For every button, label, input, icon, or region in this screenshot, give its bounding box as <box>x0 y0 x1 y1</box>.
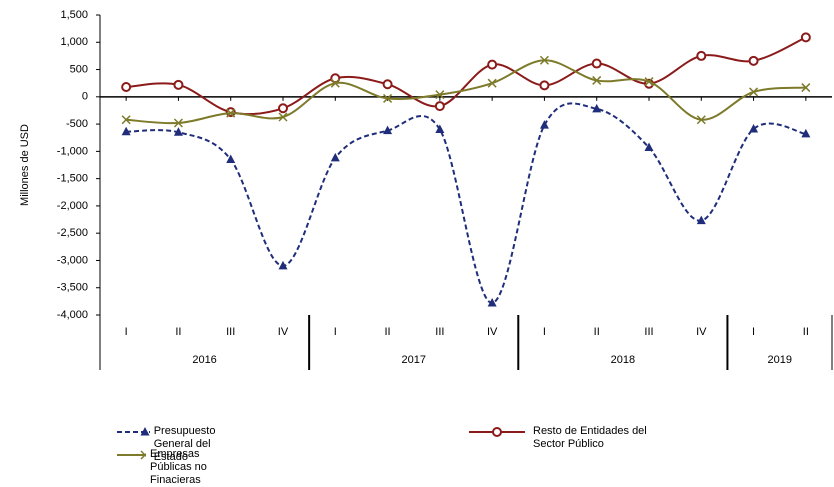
y-tick-label: 1,000 <box>60 36 88 48</box>
marker <box>278 112 288 122</box>
x-tick-label: III <box>644 326 653 338</box>
marker <box>434 101 445 112</box>
legend-label: Presupuesto General del Estado <box>153 425 216 463</box>
y-tick-label: -500 <box>66 118 88 130</box>
legend-label: Empresas Públicas no Finacieras <box>150 448 207 486</box>
group-label: 2018 <box>611 354 635 366</box>
marker <box>226 154 236 164</box>
series-line <box>126 36 807 116</box>
y-tick-label: -3,000 <box>57 254 88 266</box>
group-label: 2016 <box>192 354 216 366</box>
marker <box>173 118 183 128</box>
marker <box>696 50 707 61</box>
x-tick-label: IV <box>278 326 289 338</box>
marker <box>140 427 150 436</box>
marker <box>173 79 184 90</box>
x-tick-label: II <box>175 326 181 338</box>
marker <box>801 128 811 138</box>
x-tick-label: I <box>752 326 755 338</box>
legend-item: Empresas Públicas no Finacieras <box>115 448 232 487</box>
legend-swatch <box>117 427 150 436</box>
x-tick-label: III <box>435 326 444 338</box>
y-tick-label: -3,500 <box>57 282 88 294</box>
marker <box>226 108 236 118</box>
legend-item: Resto de Entidades del Sector Público <box>467 425 653 451</box>
marker <box>749 124 759 133</box>
marker <box>487 298 497 307</box>
x-tick-label: IV <box>487 326 498 338</box>
group-label: 2017 <box>401 354 425 366</box>
marker <box>173 127 183 136</box>
marker <box>492 427 502 437</box>
group-label: 2019 <box>767 354 791 366</box>
marker <box>121 115 131 125</box>
x-tick-label: IV <box>696 326 707 338</box>
marker <box>592 75 602 85</box>
y-tick-label: 0 <box>82 91 88 103</box>
x-tick-label: II <box>385 326 391 338</box>
marker <box>487 78 497 88</box>
marker <box>435 124 445 134</box>
legend-label: Resto de Entidades del Sector Público <box>533 425 647 450</box>
series-line <box>126 59 806 125</box>
marker <box>330 78 340 88</box>
marker <box>696 115 706 125</box>
x-tick-label: II <box>594 326 600 338</box>
x-tick-label: II <box>803 326 809 338</box>
marker <box>592 103 602 113</box>
marker <box>591 58 602 69</box>
y-tick-label: -1,500 <box>57 173 88 185</box>
marker <box>748 55 759 66</box>
legend-swatch <box>469 427 525 437</box>
marker <box>278 260 288 270</box>
series-line <box>126 102 807 305</box>
marker <box>696 215 706 225</box>
y-tick-label: -4,000 <box>57 309 88 321</box>
marker <box>383 93 393 103</box>
marker <box>140 450 147 460</box>
legend-swatch <box>117 450 147 460</box>
page: {"chart_data": { "type": "line", "ylabel… <box>18 8 833 486</box>
marker <box>539 80 550 91</box>
marker <box>539 55 549 65</box>
y-tick-label: 500 <box>70 63 88 75</box>
marker <box>435 90 445 100</box>
marker <box>278 103 288 114</box>
marker <box>330 152 340 162</box>
marker <box>121 82 132 92</box>
y-axis-label: Millones de USD <box>19 124 31 206</box>
marker <box>644 77 654 87</box>
marker <box>225 107 236 118</box>
marker <box>749 87 759 97</box>
marker <box>383 125 393 135</box>
marker <box>539 120 549 129</box>
y-tick-label: -2,500 <box>57 227 88 239</box>
x-tick-label: I <box>334 326 337 338</box>
x-tick-label: III <box>226 326 235 338</box>
marker <box>382 79 393 90</box>
marker <box>487 59 498 70</box>
y-tick-label: -1,000 <box>57 145 88 157</box>
x-tick-label: I <box>125 326 128 338</box>
marker <box>121 126 131 136</box>
marker <box>800 32 811 43</box>
y-tick-label: 1,500 <box>60 9 88 21</box>
marker <box>644 142 654 152</box>
y-tick-label: -2,000 <box>57 200 88 212</box>
marker <box>801 83 811 93</box>
chart: Millones de USD 1,500 1,000 500 0 -500 -1,000… <box>19 9 833 370</box>
x-tick-label: I <box>543 326 546 338</box>
legend-item: Presupuesto General del Estado <box>115 425 243 464</box>
